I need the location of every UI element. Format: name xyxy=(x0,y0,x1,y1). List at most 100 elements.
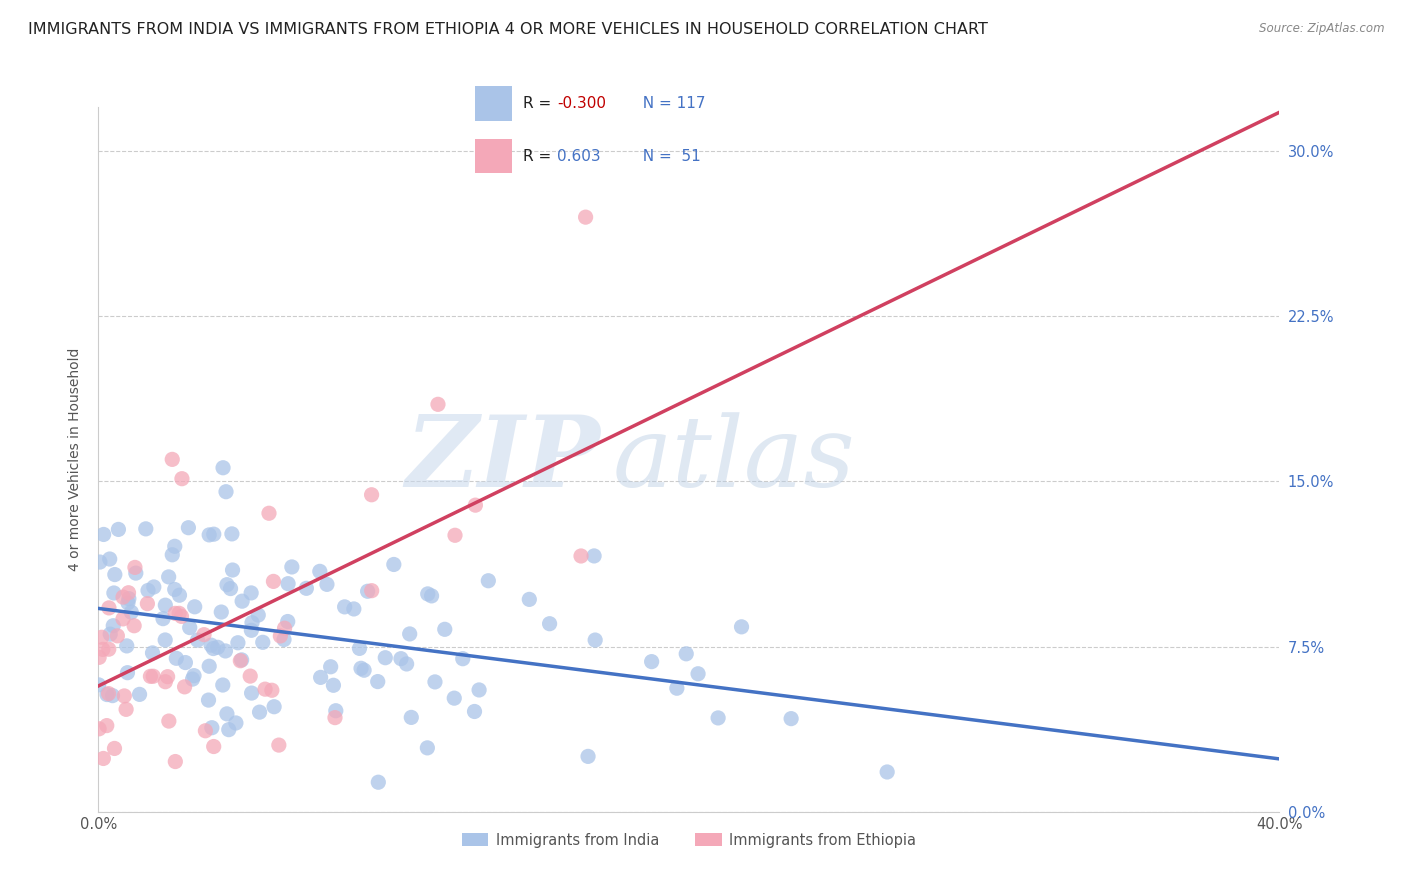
Point xyxy=(186,633,208,648)
Point xyxy=(443,691,465,706)
Point xyxy=(209,605,232,619)
Point xyxy=(181,672,204,686)
Point xyxy=(215,484,238,499)
Point xyxy=(103,586,125,600)
Point xyxy=(269,629,291,643)
Point xyxy=(124,560,146,574)
Point xyxy=(118,591,141,606)
Point xyxy=(218,723,240,737)
Point xyxy=(105,629,128,643)
Point xyxy=(569,549,592,563)
Point xyxy=(221,563,243,577)
Point xyxy=(260,683,283,698)
Point xyxy=(97,600,120,615)
Point xyxy=(333,599,356,614)
Point xyxy=(89,555,111,569)
Point xyxy=(89,650,111,665)
Y-axis label: 4 or more Vehicles in Household: 4 or more Vehicles in Household xyxy=(69,348,83,571)
Point xyxy=(117,665,139,680)
Point xyxy=(96,718,118,732)
Point xyxy=(262,574,284,589)
Point xyxy=(583,633,606,648)
Point xyxy=(225,716,247,731)
Point xyxy=(322,678,344,692)
Point xyxy=(111,612,134,626)
Point xyxy=(112,689,135,703)
Point xyxy=(215,577,238,591)
Point xyxy=(214,644,236,658)
Point xyxy=(231,594,253,608)
Point xyxy=(90,630,112,644)
Point xyxy=(226,636,249,650)
Point xyxy=(157,714,180,728)
Point xyxy=(115,639,138,653)
Point xyxy=(517,592,540,607)
Point xyxy=(212,460,235,475)
Point xyxy=(323,711,346,725)
Point xyxy=(356,584,378,599)
Point xyxy=(177,521,200,535)
Point xyxy=(155,598,177,612)
Point xyxy=(575,210,598,224)
Point xyxy=(433,623,456,637)
Point xyxy=(640,655,662,669)
Point xyxy=(239,669,262,683)
Text: R =: R = xyxy=(523,148,561,163)
Point xyxy=(136,597,159,611)
Point xyxy=(104,567,127,582)
Point xyxy=(707,711,730,725)
Point xyxy=(165,607,187,621)
Point xyxy=(152,612,174,626)
Point xyxy=(349,641,371,656)
Point xyxy=(316,577,339,591)
Point xyxy=(198,659,221,673)
Point xyxy=(197,693,219,707)
Point xyxy=(128,687,150,701)
Point xyxy=(427,397,450,411)
Point xyxy=(401,710,423,724)
Point xyxy=(125,566,148,581)
Point xyxy=(141,646,163,660)
Point xyxy=(112,590,135,604)
Point xyxy=(538,616,561,631)
Point xyxy=(211,678,233,692)
Point xyxy=(122,618,145,632)
Point xyxy=(183,668,205,682)
Point xyxy=(101,689,124,703)
Text: ZIP: ZIP xyxy=(405,411,600,508)
Text: N = 117: N = 117 xyxy=(633,96,706,112)
Point xyxy=(155,674,177,689)
Point xyxy=(219,582,242,596)
Point xyxy=(167,607,190,621)
Point xyxy=(477,574,499,588)
Point xyxy=(201,721,224,735)
Point xyxy=(87,678,110,692)
Point xyxy=(183,599,205,614)
Point xyxy=(309,670,332,684)
Point xyxy=(179,621,201,635)
Point xyxy=(254,682,277,697)
Point xyxy=(107,523,129,537)
Point xyxy=(215,706,238,721)
Point xyxy=(876,764,898,779)
Point xyxy=(249,705,271,719)
Point xyxy=(142,669,165,683)
Point xyxy=(207,640,229,655)
Point xyxy=(165,651,187,665)
Point xyxy=(382,558,405,572)
Text: -0.300: -0.300 xyxy=(557,96,606,112)
Point xyxy=(360,583,382,598)
Point xyxy=(93,751,115,765)
Point xyxy=(464,498,486,512)
Point xyxy=(142,580,165,594)
Point xyxy=(91,642,114,657)
Point xyxy=(200,638,222,652)
Point xyxy=(583,549,606,563)
Text: atlas: atlas xyxy=(612,412,855,507)
Point xyxy=(163,539,186,553)
Point xyxy=(157,570,180,584)
Point xyxy=(353,663,375,677)
Point xyxy=(98,627,121,641)
Point xyxy=(360,488,382,502)
Point xyxy=(117,596,139,610)
